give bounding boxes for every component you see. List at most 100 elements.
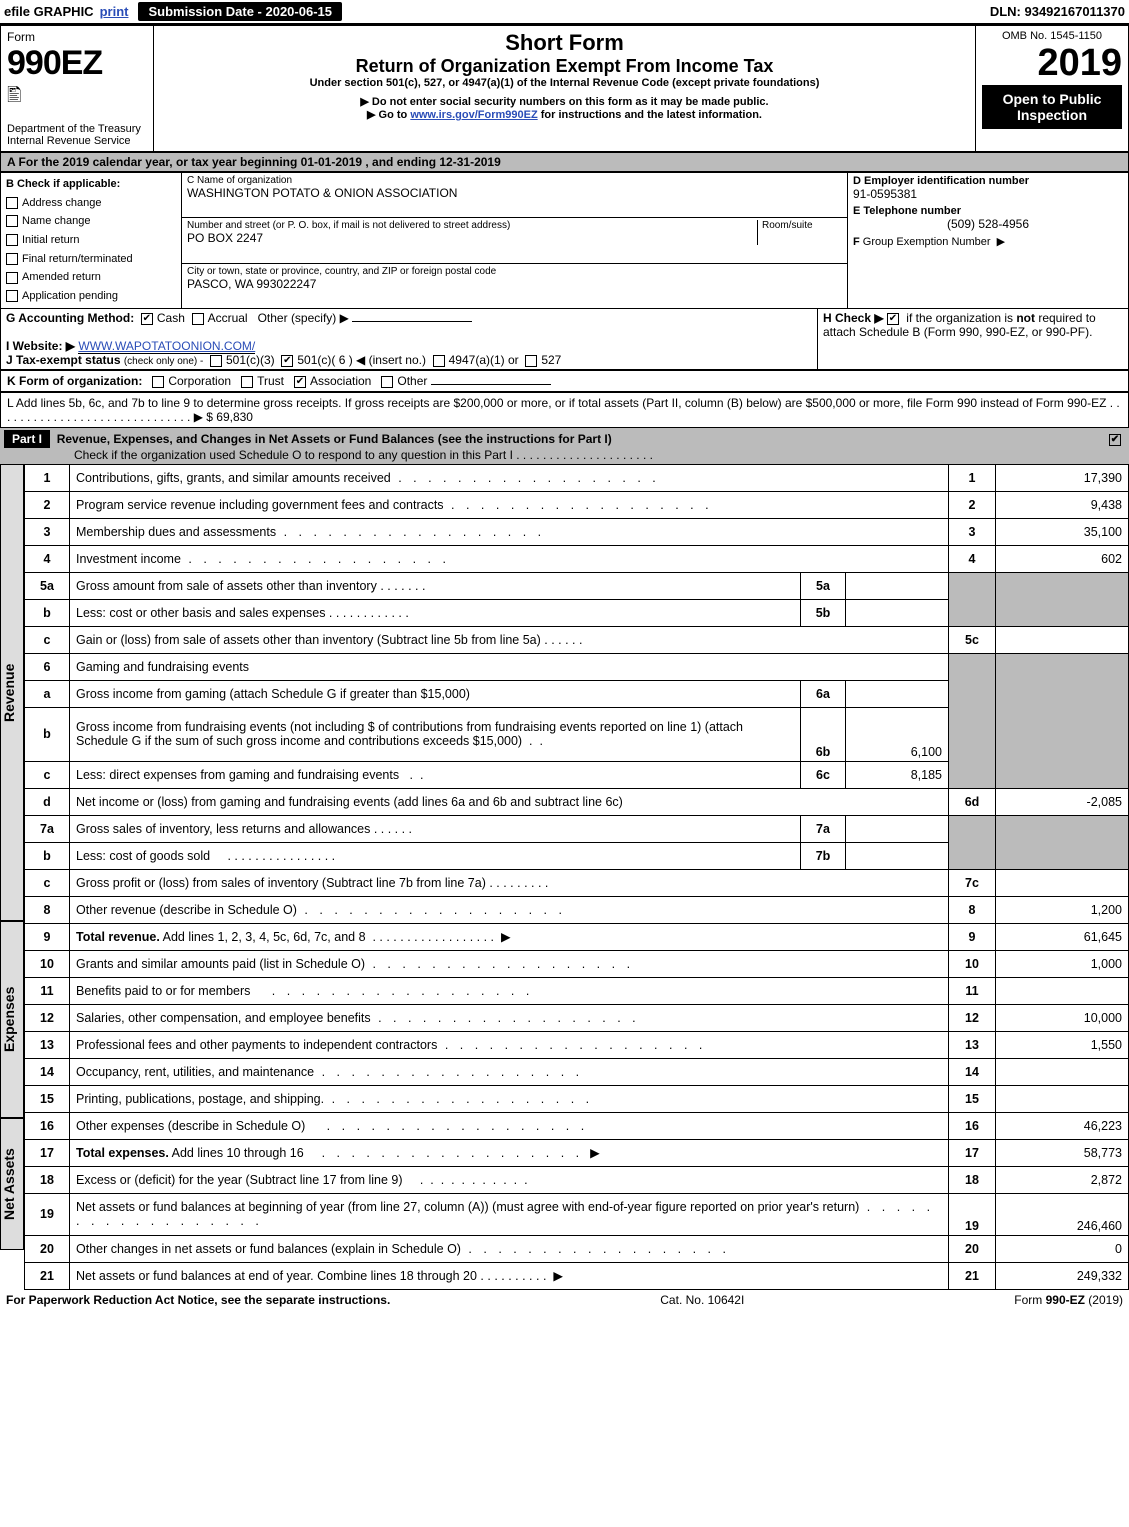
dln-number: DLN: 93492167011370 <box>990 4 1125 19</box>
title-short: Short Form <box>160 30 969 56</box>
chk-name-change[interactable] <box>6 215 18 227</box>
chk-501c3[interactable] <box>210 355 222 367</box>
line11-value <box>996 977 1129 1004</box>
city-label: City or town, state or province, country… <box>187 266 842 277</box>
chk-accrual[interactable] <box>192 313 204 325</box>
chk-assoc[interactable] <box>294 376 306 388</box>
k-row: K Form of organization: Corporation Trus… <box>0 370 1129 392</box>
lines-table: 1Contributions, gifts, grants, and simil… <box>24 464 1129 1290</box>
h-label: H Check ▶ <box>823 311 884 325</box>
f-group-label: F Group Exemption Number ▶ <box>853 235 1123 248</box>
form-number: 990EZ <box>7 44 147 83</box>
line17-value: 58,773 <box>996 1139 1129 1166</box>
line9-value: 61,645 <box>996 923 1129 950</box>
part1-title: Revenue, Expenses, and Changes in Net As… <box>57 432 612 446</box>
line20-value: 0 <box>996 1235 1129 1262</box>
line3-value: 35,100 <box>996 518 1129 545</box>
line6a-value <box>846 680 949 707</box>
chk-schedule-b-not-required[interactable] <box>887 313 899 325</box>
dept-label: Department of the Treasury <box>7 123 147 135</box>
line13-value: 1,550 <box>996 1031 1129 1058</box>
line6b-value: 6,100 <box>846 707 949 761</box>
part1-header: Part I Revenue, Expenses, and Changes in… <box>0 428 1129 464</box>
org-name: WASHINGTON POTATO & ONION ASSOCIATION <box>187 186 842 200</box>
line7a-value <box>846 815 949 842</box>
website-link[interactable]: WWW.WAPOTATOONION.COM/ <box>78 339 255 354</box>
chk-trust[interactable] <box>241 376 253 388</box>
l-row: L Add lines 5b, 6c, and 7b to line 9 to … <box>0 392 1129 428</box>
revenue-side-label: Revenue <box>0 464 24 921</box>
tax-year: 2019 <box>982 42 1122 85</box>
street-value: PO BOX 2247 <box>187 231 757 245</box>
room-label: Room/suite <box>757 220 842 245</box>
line17-desc: Total expenses. <box>76 1146 169 1160</box>
footer-left: For Paperwork Reduction Act Notice, see … <box>6 1293 390 1307</box>
j-label: J Tax-exempt status <box>6 353 121 367</box>
part1-checknote: Check if the organization used Schedule … <box>74 448 653 462</box>
title-main: Return of Organization Exempt From Incom… <box>160 56 969 77</box>
irs-link[interactable]: www.irs.gov/Form990EZ <box>410 109 537 121</box>
note-ssn: ▶ Do not enter social security numbers o… <box>160 95 969 108</box>
footer-catno: Cat. No. 10642I <box>660 1293 744 1307</box>
chk-4947[interactable] <box>433 355 445 367</box>
efile-label: efile GRAPHIC <box>4 4 94 19</box>
chk-initial-return[interactable] <box>6 234 18 246</box>
other-org-input[interactable] <box>431 384 551 385</box>
line21-value: 249,332 <box>996 1262 1129 1289</box>
expenses-side-label: Expenses <box>0 921 24 1118</box>
line2-value: 9,438 <box>996 491 1129 518</box>
subtitle: Under section 501(c), 527, or 4947(a)(1)… <box>160 77 969 89</box>
other-method-input[interactable] <box>352 321 472 322</box>
g-label: G Accounting Method: <box>6 311 134 325</box>
line7c-value <box>996 869 1129 896</box>
netassets-side-label: Net Assets <box>0 1118 24 1250</box>
g-h-block: G Accounting Method: Cash Accrual Other … <box>0 309 1129 370</box>
line19-value: 246,460 <box>996 1193 1129 1235</box>
line6d-value: -2,085 <box>996 788 1129 815</box>
open-public: Open to Public Inspection <box>982 85 1122 129</box>
e-phone-value: (509) 528-4956 <box>853 217 1123 231</box>
line12-value: 10,000 <box>996 1004 1129 1031</box>
chk-address-change[interactable] <box>6 197 18 209</box>
b-checkboxes: B Check if applicable: Address change Na… <box>1 173 182 309</box>
footer-formref: Form 990-EZ (2019) <box>1014 1293 1123 1307</box>
line5b-value <box>846 599 949 626</box>
city-value: PASCO, WA 993022247 <box>187 277 842 291</box>
top-bar: efile GRAPHIC print Submission Date - 20… <box>0 0 1129 25</box>
street-label: Number and street (or P. O. box, if mail… <box>187 220 757 231</box>
line7b-value <box>846 842 949 869</box>
page-footer: For Paperwork Reduction Act Notice, see … <box>0 1290 1129 1310</box>
chk-amended-return[interactable] <box>6 272 18 284</box>
period-row: A For the 2019 calendar year, or tax yea… <box>0 152 1129 172</box>
print-link[interactable]: print <box>100 4 129 19</box>
d-ein-value: 91-0595381 <box>853 187 1123 201</box>
chk-application-pending[interactable] <box>6 290 18 302</box>
chk-schedule-o-used[interactable] <box>1109 434 1121 446</box>
line16-value: 46,223 <box>996 1112 1129 1139</box>
omb-number: OMB No. 1545-1150 <box>982 30 1122 42</box>
line6c-value: 8,185 <box>846 761 949 788</box>
submission-date: Submission Date - 2020-06-15 <box>138 2 342 21</box>
form-header: Form 990EZ 🖺 Department of the Treasury … <box>0 25 1129 152</box>
line15-value <box>996 1085 1129 1112</box>
org-info-block: B Check if applicable: Address change Na… <box>0 172 1129 309</box>
e-phone-label: E Telephone number <box>853 205 1123 217</box>
line1-value: 17,390 <box>996 464 1129 491</box>
line14-value <box>996 1058 1129 1085</box>
chk-cash[interactable] <box>141 313 153 325</box>
line5a-value <box>846 572 949 599</box>
chk-corp[interactable] <box>152 376 164 388</box>
c-name-label: C Name of organization <box>187 175 842 186</box>
d-ein-label: D Employer identification number <box>853 175 1123 187</box>
note-instructions: ▶ Go to www.irs.gov/Form990EZ for instru… <box>160 108 969 121</box>
line9-desc: Total revenue. <box>76 930 160 944</box>
chk-527[interactable] <box>525 355 537 367</box>
chk-501c[interactable] <box>281 355 293 367</box>
form-label: Form <box>7 30 147 44</box>
line8-value: 1,200 <box>996 896 1129 923</box>
line18-value: 2,872 <box>996 1166 1129 1193</box>
chk-final-return[interactable] <box>6 253 18 265</box>
part1-label: Part I <box>4 430 50 448</box>
i-label: I Website: ▶ <box>6 339 75 353</box>
chk-other-org[interactable] <box>381 376 393 388</box>
